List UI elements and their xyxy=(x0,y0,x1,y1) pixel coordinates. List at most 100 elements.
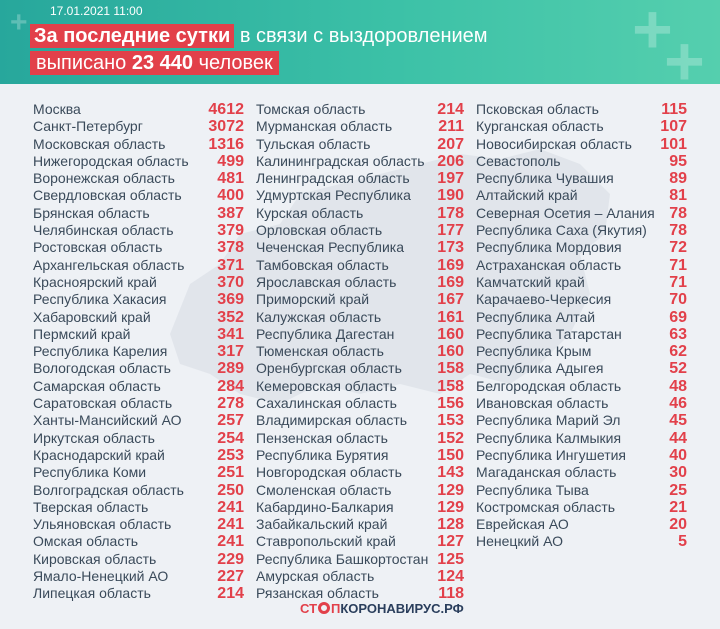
recovered-count: 257 xyxy=(217,412,244,430)
recovered-count: 153 xyxy=(437,412,464,430)
region-name: Московская область xyxy=(33,135,166,152)
region-name: Курганская область xyxy=(476,118,604,135)
recovered-count: 211 xyxy=(438,118,464,136)
region-name: Республика Мордовия xyxy=(476,239,622,256)
region-row: Курская область 178 xyxy=(256,205,464,222)
recovered-count: 206 xyxy=(437,152,464,170)
region-row: Костромская область 21 xyxy=(476,499,687,516)
stopcoronavirus-logo: СТ ПКОРОНАВИРУС.РФ xyxy=(300,599,464,619)
region-row: Республика Башкортостан 125 xyxy=(256,551,464,568)
region-row: Приморский край 167 xyxy=(256,291,464,308)
recovered-count: 156 xyxy=(437,395,464,413)
recovered-count: 125 xyxy=(437,550,464,568)
region-name: Республика Чувашия xyxy=(476,170,614,187)
region-row: Республика Дагестан 160 xyxy=(256,326,464,343)
region-row: Рязанская область 118 xyxy=(256,585,464,602)
plus-decoration-icon: + xyxy=(664,22,705,84)
region-row: Республика Крым 62 xyxy=(476,343,687,360)
region-name: Астраханская область xyxy=(476,256,622,273)
region-row: Самарская область 284 xyxy=(33,378,244,395)
region-name: Еврейская АО xyxy=(476,516,569,533)
region-row: Иркутская область 254 xyxy=(33,430,244,447)
recovered-count: 48 xyxy=(669,377,687,395)
recovered-count: 4612 xyxy=(208,101,244,118)
region-name: Красноярский край xyxy=(33,273,157,290)
region-name: Пензенская область xyxy=(256,429,388,446)
region-row: Республика Хакасия 369 xyxy=(33,291,244,308)
region-name: Смоленская область xyxy=(256,481,392,498)
region-name: Мурманская область xyxy=(256,118,393,135)
region-name: Республика Башкортостан xyxy=(256,550,429,567)
recovered-count: 25 xyxy=(669,481,687,499)
headline-suffix: человек xyxy=(198,52,273,74)
region-name: Москва xyxy=(33,101,81,117)
region-row: Кемеровская область 158 xyxy=(256,378,464,395)
recovered-count: 400 xyxy=(217,187,244,205)
recovered-count: 251 xyxy=(217,464,244,482)
recovered-count: 62 xyxy=(669,343,687,361)
region-row: Кабардино-Балкария 129 xyxy=(256,499,464,516)
region-name: Камчатский край xyxy=(476,273,585,290)
region-name: Карачаево-Черкесия xyxy=(476,291,612,308)
recovered-count: 72 xyxy=(669,239,687,257)
region-row: Республика Татарстан 63 xyxy=(476,326,687,343)
region-row: Калининградская область 206 xyxy=(256,153,464,170)
region-name: Забайкальский край xyxy=(256,516,388,533)
region-name: Томская область xyxy=(256,101,366,117)
headline-highlight: За последние сутки xyxy=(30,24,235,48)
recovered-count: 241 xyxy=(217,533,244,551)
region-name: Республика Тыва xyxy=(476,481,589,498)
recovered-count: 158 xyxy=(437,360,464,378)
recovered-count: 278 xyxy=(217,395,244,413)
region-name: Белгородская область xyxy=(476,377,622,394)
region-name: Кировская область xyxy=(33,550,157,567)
region-name: Брянская область xyxy=(33,204,150,221)
region-row: Брянская область 387 xyxy=(33,205,244,222)
recovered-count: 341 xyxy=(217,325,244,343)
region-row: Омская область 241 xyxy=(33,533,244,550)
recovered-count: 1316 xyxy=(208,135,244,153)
recovered-count: 128 xyxy=(437,516,464,534)
region-name: Свердловская область xyxy=(33,187,182,204)
recovered-count: 107 xyxy=(660,118,687,136)
recovered-count: 71 xyxy=(669,273,687,291)
recovered-count: 69 xyxy=(669,308,687,326)
region-name: Рязанская область xyxy=(256,585,379,602)
region-row: Республика Тыва 25 xyxy=(476,482,687,499)
logo-ring-icon xyxy=(318,602,331,614)
region-row: Псковская область 115 xyxy=(476,101,687,118)
region-name: Орловская область xyxy=(256,222,383,239)
region-name: Липецкая область xyxy=(33,585,151,602)
recovered-count: 78 xyxy=(669,204,687,222)
plus-decoration-icon: + xyxy=(632,0,673,68)
region-name: Республика Саха (Якутия) xyxy=(476,222,647,239)
region-name: Новосибирская область xyxy=(476,135,632,152)
russia-map-background xyxy=(170,149,610,404)
region-name: Республика Коми xyxy=(33,464,147,481)
region-name: Ярославская область xyxy=(256,273,397,290)
region-name: Волгоградская область xyxy=(33,481,184,498)
region-row: Курганская область 107 xyxy=(476,118,687,135)
region-name: Республика Калмыкия xyxy=(476,429,622,446)
recovered-count: 214 xyxy=(217,585,244,603)
region-name: Челябинская область xyxy=(33,222,174,239)
region-name: Сахалинская область xyxy=(256,395,397,412)
region-name: Республика Крым xyxy=(476,343,592,360)
region-row: Еврейская АО 20 xyxy=(476,516,687,533)
recovered-count: 160 xyxy=(437,325,464,343)
region-name: Самарская область xyxy=(33,377,161,394)
region-row: Липецкая область 214 xyxy=(33,585,244,602)
region-row: Магаданская область 30 xyxy=(476,464,687,481)
recovered-count: 352 xyxy=(217,308,244,326)
headline-line-1: За последние сутки в связи с выздоровлен… xyxy=(30,24,488,48)
region-name: Курская область xyxy=(256,204,364,221)
recovered-count: 152 xyxy=(437,429,464,447)
header-banner: + + + 17.01.2021 11:00 За последние сутк… xyxy=(0,0,720,84)
report-date: 17.01.2021 11:00 xyxy=(50,4,143,18)
region-row: Саратовская область 278 xyxy=(33,395,244,412)
recovered-count: 207 xyxy=(437,135,464,153)
region-row: Тульская область 207 xyxy=(256,136,464,153)
region-name: Республика Татарстан xyxy=(476,325,622,342)
region-row: Республика Марий Эл 45 xyxy=(476,412,687,429)
region-row: Ульяновская область 241 xyxy=(33,516,244,533)
